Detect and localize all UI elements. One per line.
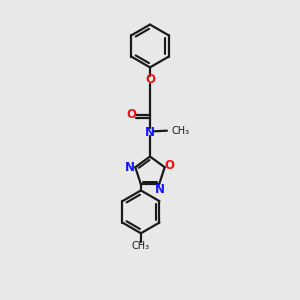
Text: O: O bbox=[165, 159, 175, 172]
Text: CH₃: CH₃ bbox=[132, 241, 150, 251]
Text: N: N bbox=[155, 183, 165, 196]
Text: CH₃: CH₃ bbox=[172, 126, 190, 136]
Text: N: N bbox=[125, 161, 135, 174]
Text: O: O bbox=[145, 74, 155, 86]
Text: O: O bbox=[127, 108, 136, 122]
Text: N: N bbox=[145, 126, 155, 139]
